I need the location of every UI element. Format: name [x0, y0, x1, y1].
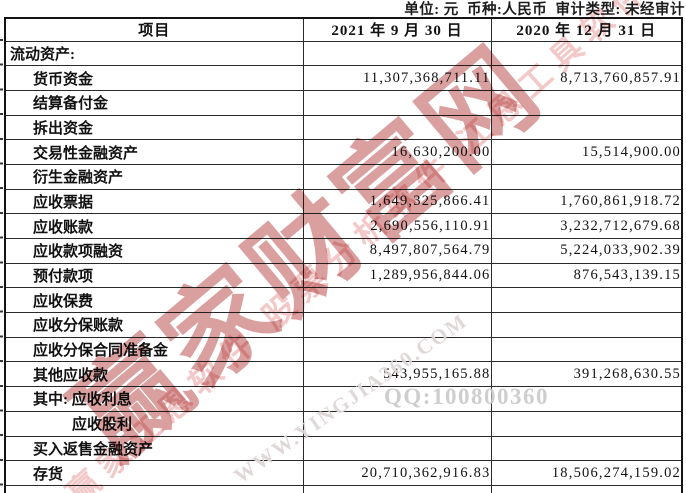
value-cell-2020	[490, 287, 683, 314]
value-cell-2020: 391,268,630.55	[490, 361, 683, 388]
table-row: 其他应收款 543,955,165.88 391,268,630.55	[4, 361, 683, 388]
row-label-cell: 应收分保账款	[4, 312, 304, 338]
table-row: 应收分保合同准备金	[4, 336, 683, 363]
value-cell-2020	[490, 40, 683, 67]
row-label-cell: 应收票据	[4, 188, 304, 215]
value-cell-2021	[302, 114, 492, 141]
table-row: 买入返售金融资产	[4, 435, 683, 462]
row-label-cell: 存货	[4, 460, 304, 486]
value-cell-2020: 18,506,274,159.02	[490, 460, 683, 486]
value-cell-2020	[490, 336, 683, 363]
column-header-date-2020: 2020 年 12 月 31 日	[490, 17, 683, 42]
value-cell-2021: 11,307,368,711.11	[302, 65, 492, 91]
table-row: 拆出资金	[4, 114, 683, 141]
table-row: 货币资金 11,307,368,711.11 8,713,760,857.91	[4, 65, 683, 91]
value-cell-2020	[490, 410, 683, 437]
table-row: 交易性金融资产 16,630,200.00 15,514,900.00	[4, 139, 683, 165]
row-label-cell: 交易性金融资产	[4, 139, 304, 165]
table-body: 流动资产: 货币资金 11,307,368,711.11 8,713,760,857.…	[4, 40, 683, 493]
value-cell-2020: 5,224,033,902.39	[490, 238, 683, 264]
value-cell-2021	[302, 336, 492, 363]
value-cell-2021: 8,497,807,564.79	[302, 238, 492, 264]
column-header-item: 项目	[4, 17, 304, 42]
row-label-cell: 应收股利	[4, 410, 304, 437]
value-cell-2020: 1,760,861,918.72	[490, 188, 683, 215]
row-label-cell: 其中: 应收利息	[4, 386, 304, 412]
table-row: 应收分保账款	[4, 312, 683, 338]
table-row: 应收股利	[4, 410, 683, 437]
table-row: 结算备付金	[4, 89, 683, 116]
value-cell-2020	[490, 435, 683, 462]
value-cell-2021: 2,690,556,110.91	[302, 213, 492, 239]
value-cell-2021: 16,630,200.00	[302, 139, 492, 165]
value-cell-2021: 1,649,325,866.41	[302, 188, 492, 215]
balance-sheet-table: 项目 2021 年 9 月 30 日 2020 年 12 月 31 日 流动资产…	[4, 17, 683, 493]
value-cell-2020: 3,232,712,679.68	[490, 213, 683, 239]
row-label-cell: 货币资金	[4, 65, 304, 91]
value-cell-2020	[490, 89, 683, 116]
value-cell-2021	[302, 386, 492, 412]
table-row: 应收保费	[4, 287, 683, 314]
value-cell-2020	[490, 386, 683, 412]
table-header-row: 项目 2021 年 9 月 30 日 2020 年 12 月 31 日	[4, 17, 683, 42]
table-row: 应收票据 1,649,325,866.41 1,760,861,918.72	[4, 188, 683, 215]
value-cell-2021	[302, 163, 492, 190]
value-cell-2020: 15,514,900.00	[490, 139, 683, 165]
value-cell-2020	[490, 312, 683, 338]
value-cell-2021	[302, 435, 492, 462]
row-label-cell: 应收款项融资	[4, 238, 304, 264]
row-label-cell: 应收分保合同准备金	[4, 336, 304, 363]
row-label-cell: 其他应收款	[4, 361, 304, 388]
value-cell-2021	[302, 89, 492, 116]
value-cell-2021	[302, 40, 492, 67]
table-row: 应收账款 2,690,556,110.91 3,232,712,679.68	[4, 213, 683, 239]
value-cell-2021	[302, 312, 492, 338]
value-cell-2020	[490, 114, 683, 141]
row-label-cell: 买入返售金融资产	[4, 435, 304, 462]
value-cell-2021: 1,289,956,844.06	[302, 262, 492, 289]
table-row: 衍生金融资产	[4, 163, 683, 190]
row-label-cell: 衍生金融资产	[4, 163, 304, 190]
table-row	[4, 484, 683, 493]
value-cell-2021	[302, 287, 492, 314]
row-label-cell: 预付款项	[4, 262, 304, 289]
column-header-date-2021: 2021 年 9 月 30 日	[302, 17, 492, 42]
table-row: 应收款项融资 8,497,807,564.79 5,224,033,902.39	[4, 238, 683, 264]
table-row: 预付款项 1,289,956,844.06 876,543,139.15	[4, 262, 683, 289]
table-row: 存货 20,710,362,916.83 18,506,274,159.02	[4, 460, 683, 486]
value-cell-2021: 20,710,362,916.83	[302, 460, 492, 486]
row-label-cell: 拆出资金	[4, 114, 304, 141]
value-cell-2020: 876,543,139.15	[490, 262, 683, 289]
value-cell-2021: 543,955,165.88	[302, 361, 492, 388]
table-row: 其中: 应收利息	[4, 386, 683, 412]
left-edge-row-line-ticks	[0, 39, 3, 489]
row-label-cell: 应收保费	[4, 287, 304, 314]
row-label-cell: 结算备付金	[4, 89, 304, 116]
value-cell-2020	[490, 163, 683, 190]
value-cell-2021	[302, 410, 492, 437]
table-row: 流动资产:	[4, 40, 683, 67]
value-cell-2020	[490, 484, 683, 493]
row-label-cell: 流动资产:	[4, 40, 304, 67]
value-cell-2020: 8,713,760,857.91	[490, 65, 683, 91]
row-label-cell: 应收账款	[4, 213, 304, 239]
value-cell-2021	[302, 484, 492, 493]
row-label-cell	[4, 484, 304, 493]
report-meta-caption: 单位: 元 币种:人民币 审计类型: 未经审计	[404, 2, 685, 18]
